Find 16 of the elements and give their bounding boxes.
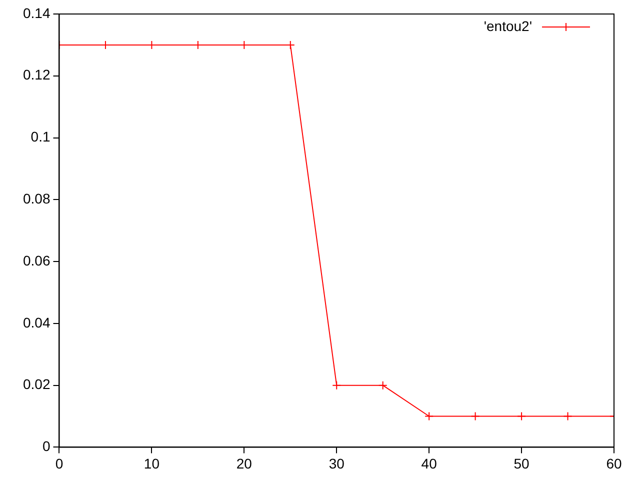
y-tick-label: 0.12 (23, 66, 50, 83)
y-tick-label: 0.08 (23, 190, 50, 207)
x-tick-label: 10 (144, 455, 160, 472)
y-tick-label: 0.04 (23, 314, 50, 330)
x-tick-label: 30 (328, 455, 345, 472)
legend-label: 'entou2' (484, 18, 532, 34)
x-tick-label: 60 (606, 455, 622, 472)
x-tick-label: 0 (55, 455, 64, 472)
x-tick-label: 50 (514, 455, 530, 472)
y-tick-label: 0.06 (23, 252, 50, 268)
y-tick-label: 0 (42, 438, 50, 454)
x-tick-label: 40 (421, 455, 438, 472)
x-tick-label: 20 (236, 455, 252, 472)
y-tick-label: 0.02 (23, 376, 50, 392)
y-tick-label: 0.14 (23, 4, 50, 21)
y-tick-label: 0.1 (30, 128, 50, 145)
